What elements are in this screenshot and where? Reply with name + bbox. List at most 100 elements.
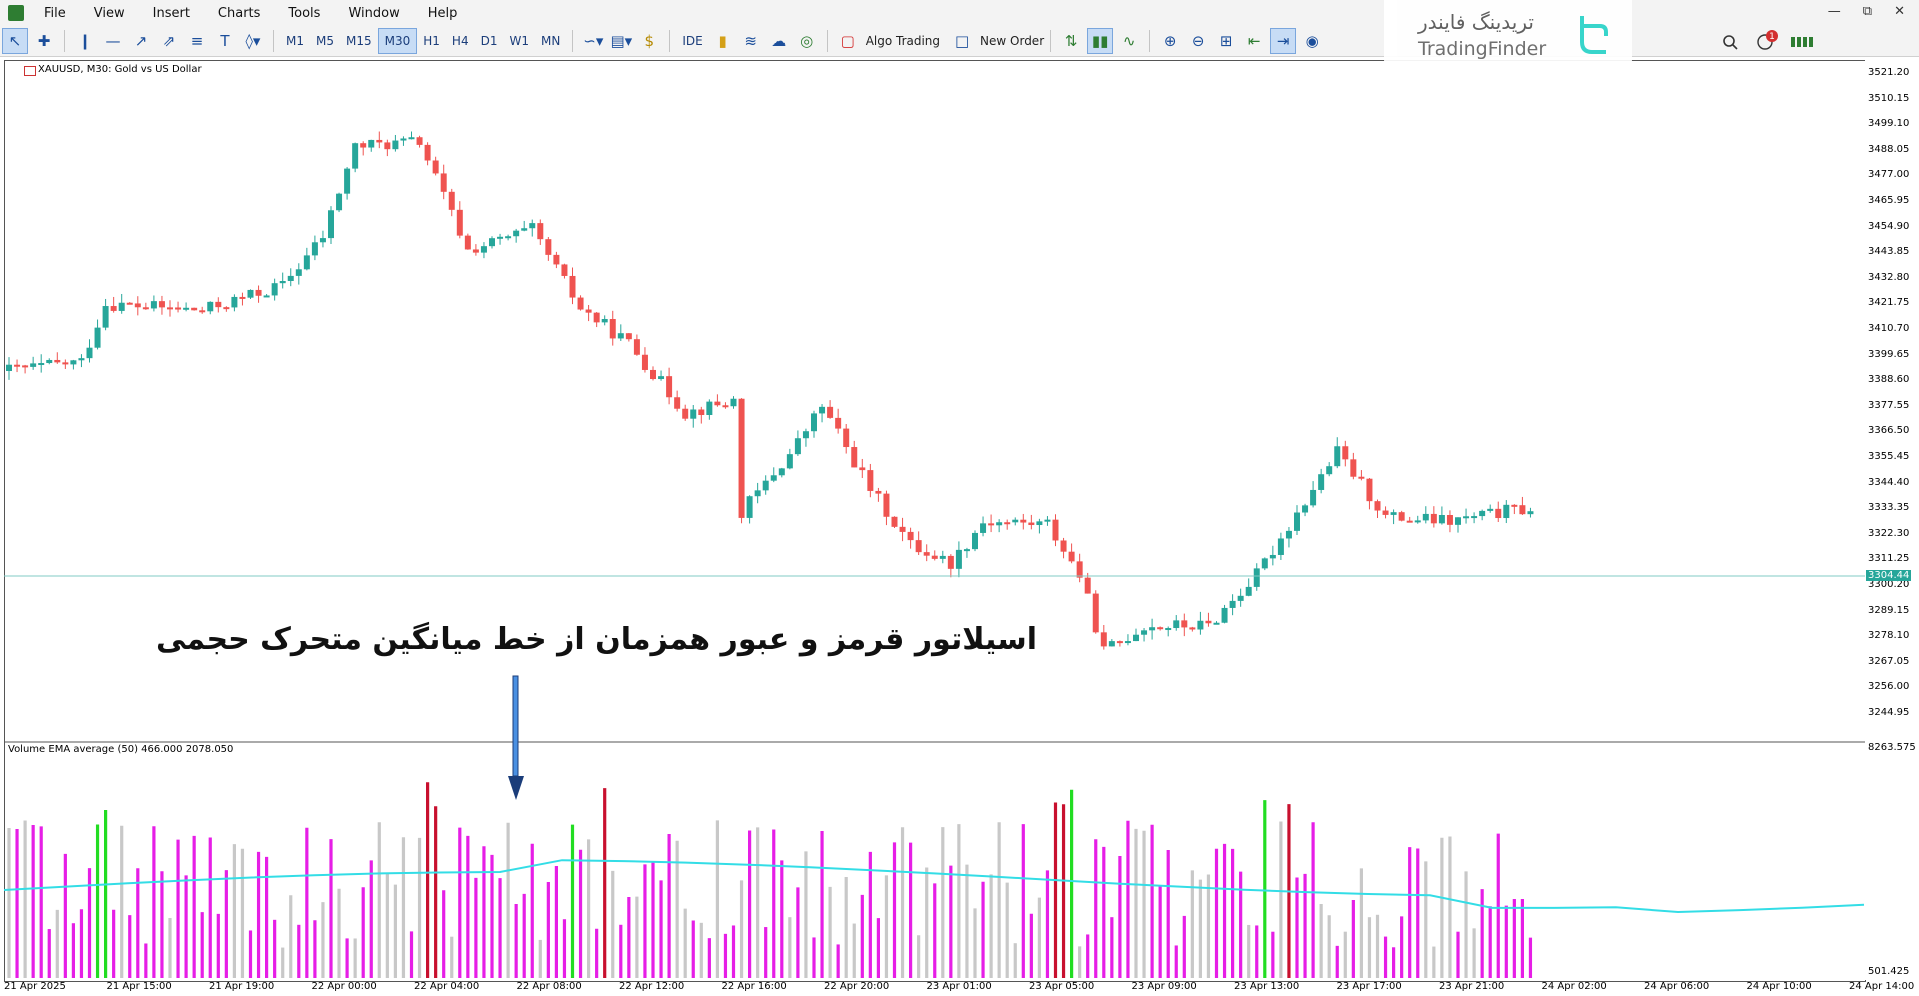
price-axis-label: 3443.85 xyxy=(1868,246,1910,258)
candle xyxy=(1382,506,1389,519)
candle xyxy=(698,406,705,424)
candle xyxy=(1342,440,1349,467)
tf-mn[interactable]: MN xyxy=(540,34,561,48)
candle xyxy=(352,142,359,173)
candle xyxy=(86,339,93,363)
dollar-icon[interactable]: $ xyxy=(644,32,655,50)
candle xyxy=(955,541,962,578)
tf-m1[interactable]: M1 xyxy=(286,34,304,48)
algo-trading-button[interactable]: Algo Trading xyxy=(865,34,941,48)
scroll-icon[interactable]: ⇤ xyxy=(1247,32,1261,50)
zoom-out-icon[interactable]: ⊖ xyxy=(1191,32,1205,50)
menu-help[interactable]: Help xyxy=(427,5,458,21)
candle xyxy=(1004,519,1011,530)
screenshot-icon[interactable]: ◉ xyxy=(1305,32,1319,50)
candle xyxy=(521,220,528,232)
candle xyxy=(1406,516,1413,523)
zoom-in-icon[interactable]: ⊕ xyxy=(1163,32,1177,50)
candle xyxy=(730,396,737,409)
tf-h4[interactable]: H4 xyxy=(451,34,469,48)
candle xyxy=(1036,518,1043,534)
horizontal-line-icon[interactable]: — xyxy=(105,32,121,50)
algo-trading-icon[interactable]: ▢ xyxy=(840,32,855,50)
cloud-icon[interactable]: ☁ xyxy=(771,32,787,50)
ide-button[interactable]: IDE xyxy=(682,34,703,48)
cursor-icon[interactable]: ↖ xyxy=(2,28,28,54)
candle xyxy=(1358,470,1365,481)
tf-m15[interactable]: M15 xyxy=(346,34,372,48)
candle xyxy=(827,400,834,419)
vertical-line-icon[interactable]: ❙ xyxy=(78,32,92,50)
menu-charts[interactable]: Charts xyxy=(217,5,261,21)
volume-bars xyxy=(7,782,1533,978)
price-axis-label: 3244.95 xyxy=(1868,707,1910,718)
time-axis-label: 22 Apr 20:00 xyxy=(824,981,890,992)
crosshair-icon[interactable]: ✚ xyxy=(37,32,51,50)
fibonacci-icon[interactable]: ≡ xyxy=(190,32,204,50)
price-axis-label: 3454.90 xyxy=(1868,220,1910,232)
price-axis-label: 3477.00 xyxy=(1868,169,1910,181)
shapes-icon[interactable]: ◊▾ xyxy=(245,32,261,50)
brand-name-fa: تریدینگ فایندر xyxy=(1418,10,1534,34)
candle xyxy=(674,390,681,412)
signal-icon[interactable]: ≋ xyxy=(744,32,757,50)
candle xyxy=(658,370,665,381)
depth-icon[interactable]: ⇅ xyxy=(1064,32,1078,50)
menu-tools[interactable]: Tools xyxy=(288,5,321,21)
restore-icon[interactable]: ⧉ xyxy=(1862,4,1873,19)
lock-icon[interactable]: ▮ xyxy=(718,32,727,50)
annotation-text: اسیلاتور قرمز و عبور همزمان از خط میانگی… xyxy=(156,622,1038,657)
candle xyxy=(883,490,890,526)
line-chart-icon[interactable]: ∿ xyxy=(1122,32,1136,50)
candle xyxy=(464,233,471,250)
vps-icon[interactable]: ◎ xyxy=(800,32,814,50)
tf-m30[interactable]: M30 xyxy=(377,28,418,54)
chart-window[interactable] xyxy=(4,60,1866,982)
candle xyxy=(336,192,343,213)
tf-m5[interactable]: M5 xyxy=(316,34,334,48)
menu-insert[interactable]: Insert xyxy=(152,5,190,21)
candle xyxy=(1390,509,1397,525)
search-icon[interactable] xyxy=(1723,35,1738,50)
text-icon[interactable]: T xyxy=(220,32,230,50)
tf-w1[interactable]: W1 xyxy=(509,34,529,48)
candles-icon[interactable]: ▮▮ xyxy=(1087,28,1114,54)
tf-d1[interactable]: D1 xyxy=(480,34,498,48)
candle xyxy=(489,236,495,249)
chart-title: XAUUSD, M30: Gold vs US Dollar xyxy=(38,64,202,75)
new-order-button[interactable]: New Order xyxy=(980,34,1045,48)
time-axis-label: 23 Apr 05:00 xyxy=(1029,981,1095,992)
channel-icon[interactable]: ⇗ xyxy=(162,32,176,50)
candle xyxy=(175,301,182,313)
trendline-icon[interactable]: ↗ xyxy=(134,32,148,50)
menu-file[interactable]: File xyxy=(44,5,66,21)
candle xyxy=(980,516,987,537)
chart-type-icon[interactable]: ∽▾ xyxy=(583,32,604,50)
templates-icon[interactable]: ▤▾ xyxy=(610,32,633,50)
candle xyxy=(1092,590,1099,634)
price-axis-label: 3465.95 xyxy=(1868,195,1910,206)
candle xyxy=(199,306,206,314)
grid-icon[interactable]: ⊞ xyxy=(1219,32,1233,50)
candle xyxy=(1221,604,1228,624)
candle xyxy=(1181,613,1188,637)
autoscroll-icon[interactable]: ⇥ xyxy=(1270,28,1297,54)
toolbar-divider xyxy=(669,30,671,52)
new-order-icon[interactable]: □ xyxy=(954,32,970,50)
ema-line-path xyxy=(3,859,1865,914)
candle xyxy=(1430,506,1437,528)
candle xyxy=(843,424,850,454)
tf-h1[interactable]: H1 xyxy=(423,34,440,48)
close-icon[interactable]: ✕ xyxy=(1894,4,1905,19)
candle xyxy=(1414,515,1421,524)
candle xyxy=(295,263,302,285)
time-axis-label: 22 Apr 12:00 xyxy=(619,981,685,992)
menu-view[interactable]: View xyxy=(93,5,125,21)
minimize-icon[interactable]: — xyxy=(1827,4,1841,19)
menu-window[interactable]: Window xyxy=(348,5,400,21)
candle xyxy=(1302,503,1309,517)
candle xyxy=(1527,507,1534,518)
indicator-axis-max: 8263.575 xyxy=(1868,742,1916,753)
candle xyxy=(762,475,769,495)
connection-icon[interactable] xyxy=(1791,37,1813,47)
